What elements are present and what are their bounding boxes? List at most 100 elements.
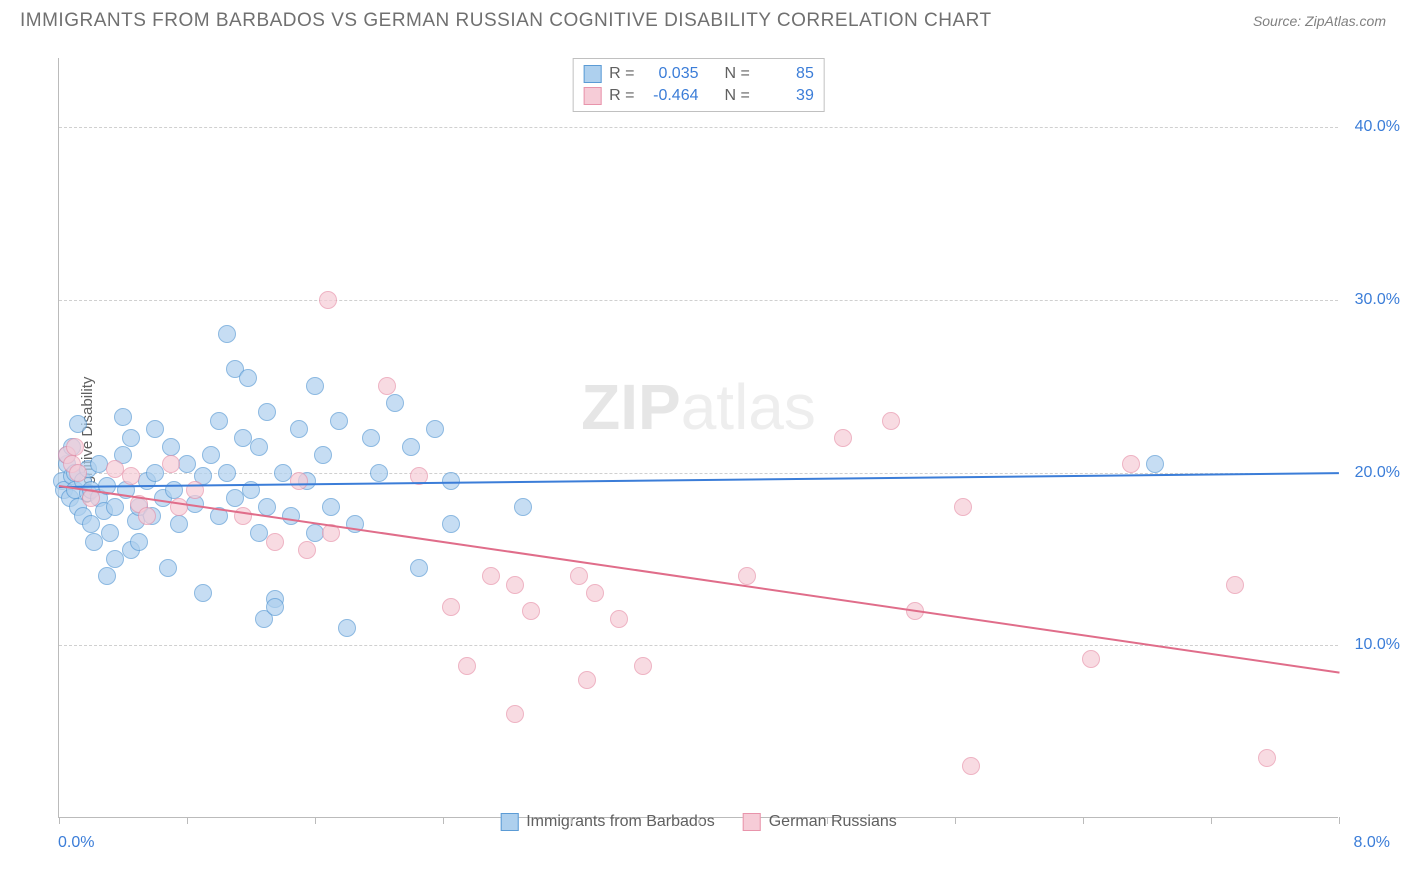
scatter-point-german_russians (578, 671, 596, 689)
scatter-point-german_russians (378, 377, 396, 395)
scatter-point-barbados (218, 464, 236, 482)
r-label: R = (609, 65, 634, 83)
scatter-point-german_russians (1082, 650, 1100, 668)
chart-container: Cognitive Disability ZIPatlas R = 0.035 … (10, 40, 1396, 840)
scatter-point-barbados (362, 429, 380, 447)
legend-row-german: R = -0.464 N = 39 (583, 85, 814, 107)
scatter-point-barbados (258, 498, 276, 516)
r-value-barbados: 0.035 (643, 65, 699, 83)
x-axis-min-label: 0.0% (58, 834, 94, 852)
scatter-point-barbados (202, 446, 220, 464)
scatter-point-barbados (122, 429, 140, 447)
scatter-point-barbados (258, 403, 276, 421)
scatter-point-german_russians (458, 657, 476, 675)
y-tick-label: 20.0% (1355, 464, 1400, 482)
scatter-point-german_russians (482, 567, 500, 585)
scatter-point-barbados (170, 515, 188, 533)
watermark-light: atlas (681, 371, 816, 443)
x-tick (571, 817, 572, 824)
legend-swatch-german (583, 87, 601, 105)
y-tick-label: 10.0% (1355, 636, 1400, 654)
scatter-point-barbados (386, 394, 404, 412)
scatter-point-barbados (218, 325, 236, 343)
scatter-point-german_russians (234, 507, 252, 525)
scatter-point-german_russians (962, 757, 980, 775)
source-attribution: Source: ZipAtlas.com (1253, 13, 1386, 29)
legend-swatch-barbados (583, 65, 601, 83)
scatter-point-barbados (165, 481, 183, 499)
scatter-point-german_russians (634, 657, 652, 675)
scatter-point-german_russians (138, 507, 156, 525)
grid-line (59, 127, 1338, 128)
scatter-point-german_russians (290, 472, 308, 490)
scatter-point-german_russians (298, 541, 316, 559)
scatter-point-barbados (130, 533, 148, 551)
scatter-point-barbados (322, 498, 340, 516)
scatter-point-barbados (402, 438, 420, 456)
y-tick-label: 30.0% (1355, 291, 1400, 309)
scatter-point-german_russians (122, 467, 140, 485)
x-tick (699, 817, 700, 824)
x-tick (1339, 817, 1340, 824)
scatter-point-barbados (306, 377, 324, 395)
grid-line (59, 300, 1338, 301)
n-value-barbados: 85 (758, 65, 814, 83)
scatter-point-barbados (314, 446, 332, 464)
watermark-text: ZIPatlas (581, 370, 816, 444)
scatter-point-barbados (82, 515, 100, 533)
scatter-point-barbados (194, 584, 212, 602)
r-label: R = (609, 87, 634, 105)
scatter-point-barbados (159, 559, 177, 577)
scatter-point-barbados (250, 438, 268, 456)
scatter-point-barbados (162, 438, 180, 456)
source-link[interactable]: ZipAtlas.com (1305, 13, 1386, 29)
scatter-point-barbados (410, 559, 428, 577)
x-tick (443, 817, 444, 824)
scatter-point-german_russians (954, 498, 972, 516)
legend-swatch-icon (500, 813, 518, 831)
scatter-point-barbados (114, 408, 132, 426)
scatter-point-barbados (69, 415, 87, 433)
scatter-point-barbados (239, 369, 257, 387)
scatter-point-german_russians (506, 705, 524, 723)
scatter-point-barbados (178, 455, 196, 473)
x-tick (1211, 817, 1212, 824)
scatter-point-german_russians (610, 610, 628, 628)
scatter-point-barbados (226, 489, 244, 507)
scatter-point-german_russians (1258, 749, 1276, 767)
scatter-point-barbados (330, 412, 348, 430)
legend-label-german: German Russians (769, 813, 897, 831)
legend-row-barbados: R = 0.035 N = 85 (583, 63, 814, 85)
x-axis-max-label: 8.0% (1354, 834, 1390, 852)
scatter-point-german_russians (442, 598, 460, 616)
chart-header: IMMIGRANTS FROM BARBADOS VS GERMAN RUSSI… (10, 10, 1396, 40)
n-label: N = (725, 87, 750, 105)
scatter-point-barbados (426, 420, 444, 438)
scatter-point-german_russians (570, 567, 588, 585)
scatter-point-german_russians (522, 602, 540, 620)
scatter-point-german_russians (506, 576, 524, 594)
x-tick (955, 817, 956, 824)
y-tick-label: 40.0% (1355, 118, 1400, 136)
source-prefix: Source: (1253, 13, 1305, 29)
scatter-point-barbados (101, 524, 119, 542)
scatter-point-german_russians (1226, 576, 1244, 594)
scatter-point-barbados (442, 515, 460, 533)
legend-item-barbados: Immigrants from Barbados (500, 813, 715, 831)
x-tick (187, 817, 188, 824)
scatter-point-german_russians (266, 533, 284, 551)
scatter-point-german_russians (162, 455, 180, 473)
legend-swatch-icon (743, 813, 761, 831)
scatter-point-barbados (98, 567, 116, 585)
scatter-point-german_russians (834, 429, 852, 447)
scatter-point-german_russians (66, 438, 84, 456)
scatter-point-german_russians (882, 412, 900, 430)
watermark-bold: ZIP (581, 371, 681, 443)
scatter-point-barbados (1146, 455, 1164, 473)
n-label: N = (725, 65, 750, 83)
scatter-point-barbados (106, 550, 124, 568)
scatter-point-german_russians (1122, 455, 1140, 473)
scatter-point-barbados (338, 619, 356, 637)
scatter-point-barbados (106, 498, 124, 516)
scatter-point-barbados (290, 420, 308, 438)
